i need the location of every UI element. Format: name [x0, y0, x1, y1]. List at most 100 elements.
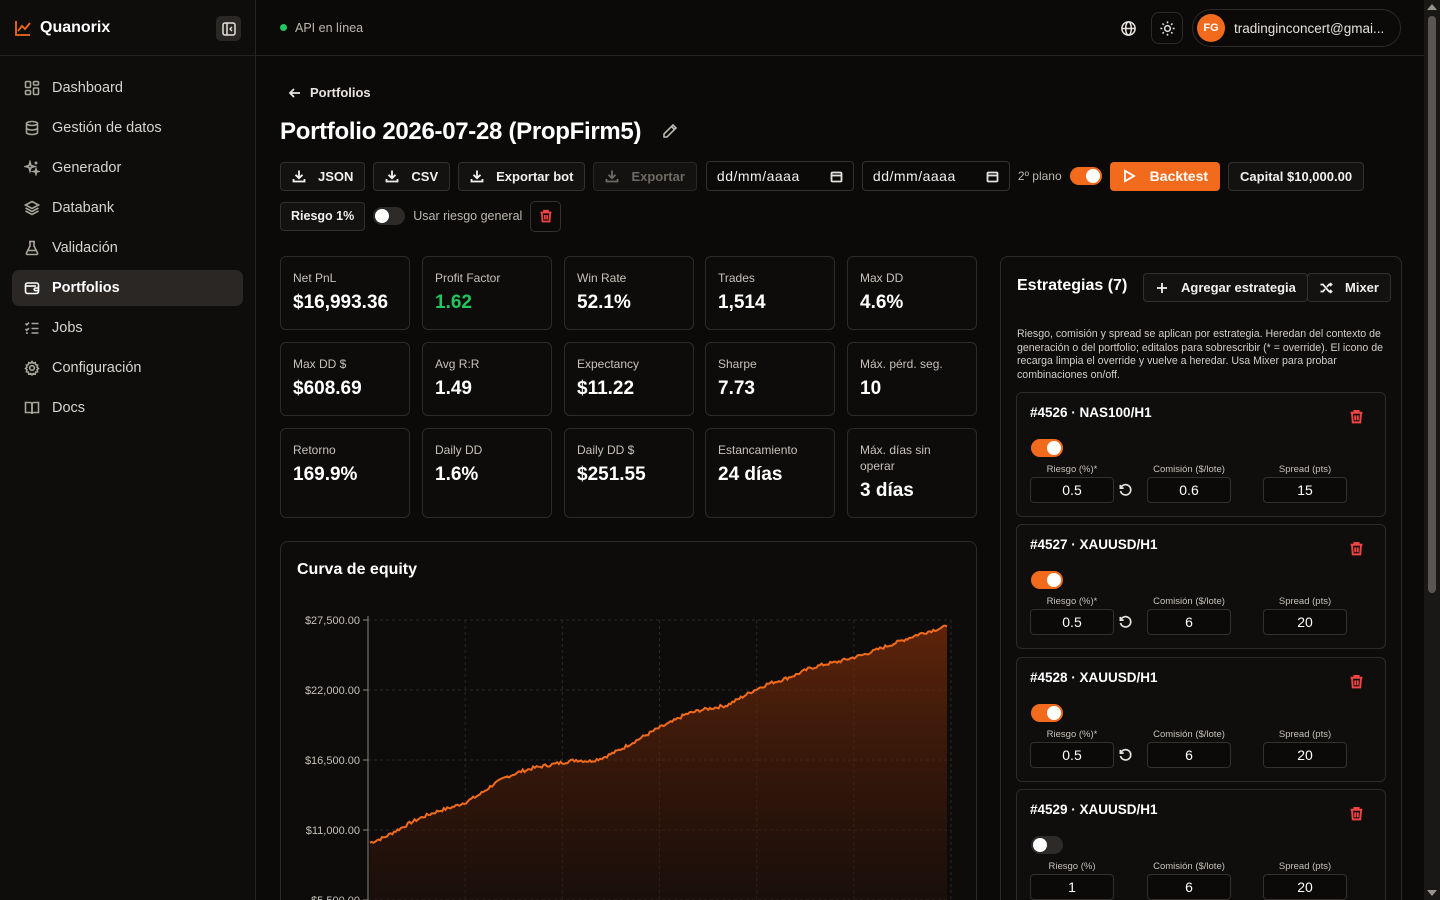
date-from-placeholder: dd/mm/aaaa	[716, 168, 800, 184]
metric-value: 169.9%	[293, 464, 358, 485]
spread-input[interactable]: 15	[1263, 477, 1347, 503]
capital-button[interactable]: Capital $10,000.00	[1228, 161, 1365, 191]
scroll-down-icon[interactable]	[1427, 890, 1437, 896]
strategy-enabled-toggle[interactable]	[1031, 704, 1063, 722]
risk-field-label: Riesgo (%)	[1048, 861, 1096, 872]
sidebar-item-portfolios[interactable]: Portfolios	[12, 270, 243, 306]
trash-icon	[1350, 674, 1363, 689]
scroll-up-icon[interactable]	[1427, 4, 1437, 10]
reset-override-button[interactable]	[1118, 614, 1134, 630]
commission-input[interactable]: 6	[1147, 874, 1231, 900]
strategy-enabled-toggle[interactable]	[1031, 836, 1063, 854]
strategy-name: #4527 · XAUUSD/H1	[1030, 537, 1158, 552]
commission-input[interactable]: 6	[1147, 742, 1231, 768]
sun-icon	[1159, 20, 1175, 36]
equity-line	[369, 624, 948, 844]
strategy-name: #4528 · XAUUSD/H1	[1030, 670, 1158, 685]
spread-input[interactable]: 20	[1263, 609, 1347, 635]
risk-input[interactable]: 0.5	[1030, 477, 1114, 503]
export-csv-button[interactable]: CSV	[373, 161, 451, 191]
date-to-input[interactable]: dd/mm/aaaa	[861, 161, 1010, 191]
strategy-enabled-toggle[interactable]	[1031, 439, 1063, 457]
edit-title-button[interactable]	[662, 123, 680, 141]
sidebar-item-validation[interactable]: Validación	[12, 230, 243, 266]
metric-card: Máx. pérd. seg. 10	[847, 342, 977, 416]
commission-input[interactable]: 6	[1147, 609, 1231, 635]
back-to-portfolios-link[interactable]: Portfolios	[288, 85, 371, 100]
brand[interactable]: Quanorix	[0, 0, 255, 56]
delete-strategy-button[interactable]	[1349, 541, 1365, 557]
sidebar-item-generator[interactable]: Generador	[12, 150, 243, 186]
sidebar-item-label: Configuración	[52, 360, 142, 376]
commission-input[interactable]: 0.6	[1147, 477, 1231, 503]
metric-card: Profit Factor 1.62	[422, 256, 552, 330]
spread-field-label: Spread (pts)	[1278, 861, 1332, 872]
book-icon	[24, 401, 40, 415]
backtest-button[interactable]: Backtest	[1109, 161, 1221, 191]
use-general-risk-toggle[interactable]	[373, 207, 406, 225]
brand-name: Quanorix	[40, 18, 111, 36]
delete-portfolio-button[interactable]	[530, 200, 562, 232]
metric-label: Retorno	[293, 443, 336, 457]
metric-label: Daily DD $	[577, 443, 635, 457]
topbar: API en línea FG tradinginconcert@gmai...	[256, 0, 1424, 56]
scroll-thumb[interactable]	[1428, 16, 1436, 593]
risk-field-label: Riesgo (%)*	[1046, 596, 1098, 607]
toggle-knob	[1047, 441, 1061, 455]
sidebar-item-data-management[interactable]: Gestión de datos	[12, 110, 243, 146]
sidebar-item-databank[interactable]: Databank	[12, 190, 243, 226]
export-label: Exportar	[631, 168, 685, 184]
equity-chart[interactable]: $27,500.00 $22,000.00 $16,500.00 $11,000.00…	[281, 542, 978, 900]
language-button[interactable]	[1116, 16, 1140, 40]
export-bot-button[interactable]: Exportar bot	[458, 161, 586, 191]
reset-override-button[interactable]	[1118, 747, 1134, 763]
sidebar-item-docs[interactable]: Docs	[12, 390, 243, 426]
metric-label: Estancamiento	[718, 443, 798, 457]
sidebar-item-label: Gestión de datos	[52, 120, 162, 136]
export-button[interactable]: Exportar	[593, 161, 697, 191]
risk-chip[interactable]: Riesgo 1%	[280, 201, 366, 231]
date-from-input[interactable]: dd/mm/aaaa	[705, 161, 854, 191]
metric-value: 1.49	[435, 378, 472, 399]
spread-input[interactable]: 20	[1263, 874, 1347, 900]
strategy-card: #4529 · XAUUSD/H1 Riesgo (%) 1 Comisión …	[1016, 789, 1386, 900]
metric-card: Max DD 4.6%	[847, 256, 977, 330]
reset-override-button[interactable]	[1118, 482, 1134, 498]
spread-input[interactable]: 20	[1263, 742, 1347, 768]
wallet-icon	[24, 282, 40, 295]
risk-input[interactable]: 0.5	[1030, 742, 1114, 768]
toggle-knob	[1047, 573, 1061, 587]
spread-field-label: Spread (pts)	[1278, 729, 1332, 740]
mixer-button[interactable]: Mixer	[1307, 273, 1391, 302]
risk-input[interactable]: 0.5	[1030, 609, 1114, 635]
delete-strategy-button[interactable]	[1349, 674, 1365, 690]
delete-strategy-button[interactable]	[1349, 806, 1365, 822]
trash-icon	[540, 209, 552, 223]
export-json-button[interactable]: JSON	[280, 161, 366, 191]
metric-card: Max DD $ $608.69	[280, 342, 410, 416]
risk-field-label: Riesgo (%)*	[1046, 464, 1098, 475]
sidebar-item-label: Docs	[52, 400, 86, 416]
strategy-enabled-toggle[interactable]	[1031, 571, 1063, 589]
metric-value: 10	[860, 378, 882, 399]
backtest-label: Backtest	[1149, 168, 1209, 184]
page-scrollbar[interactable]	[1424, 0, 1440, 900]
metric-label: Max DD	[860, 271, 904, 285]
risk-input[interactable]: 1	[1030, 874, 1114, 900]
sidebar-item-dashboard[interactable]: Dashboard	[12, 70, 243, 106]
toggle-knob	[1033, 838, 1047, 852]
theme-toggle-button[interactable]	[1151, 12, 1183, 44]
chart-line-logo-icon	[15, 20, 31, 36]
equity-chart-title: Curva de equity	[297, 561, 418, 578]
delete-strategy-button[interactable]	[1349, 409, 1365, 425]
background-toggle[interactable]	[1069, 167, 1102, 185]
sidebar-collapse-button[interactable]	[216, 16, 241, 41]
user-menu[interactable]: FG tradinginconcert@gmai...	[1192, 9, 1401, 47]
add-strategy-button[interactable]: Agregar estrategia	[1143, 273, 1308, 302]
sidebar-item-jobs[interactable]: Jobs	[12, 310, 243, 346]
metric-label: Máx. pérd. seg.	[860, 357, 943, 371]
sidebar-item-settings[interactable]: Configuración	[12, 350, 243, 386]
play-icon	[1123, 169, 1136, 183]
metric-value: $608.69	[293, 378, 362, 399]
risk-chip-label: Riesgo 1%	[291, 209, 355, 223]
